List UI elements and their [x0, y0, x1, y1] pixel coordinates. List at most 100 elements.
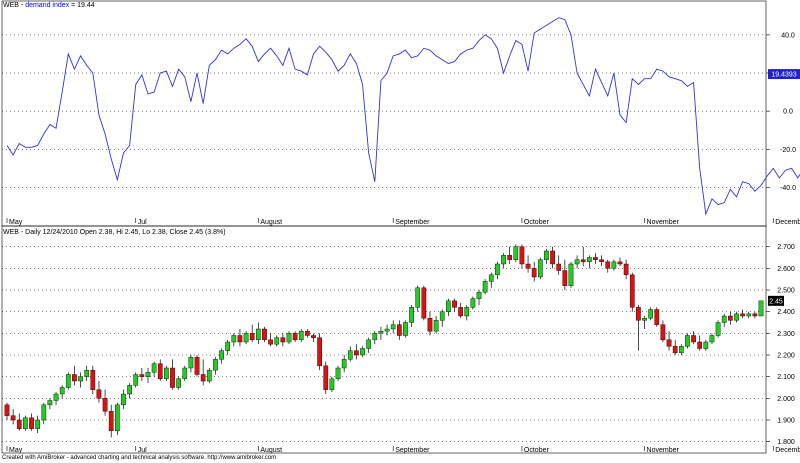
top-pane-ticker: WEB: [3, 2, 19, 9]
candle-body: [23, 417, 28, 429]
candle-body: [439, 311, 445, 321]
candle-body: [740, 313, 745, 317]
candle-body: [617, 261, 623, 265]
candle-body: [286, 333, 292, 343]
price-month-label: September: [395, 447, 430, 454]
candle-body: [10, 415, 16, 421]
indicator-value: = 19.44: [71, 2, 95, 9]
top-pane-title: WEB - demand index = 19.44: [3, 2, 95, 9]
candle-body: [507, 255, 513, 260]
candle-body: [648, 309, 654, 319]
candle-body: [458, 307, 463, 317]
candle-body: [182, 367, 188, 380]
price-y-tick-label: 1.800: [777, 439, 795, 446]
candle-body: [672, 346, 678, 354]
candle-body: [255, 328, 261, 341]
candle-body: [29, 417, 34, 429]
indicator-last-value-badge: [768, 69, 800, 80]
candle-body: [495, 263, 500, 276]
candle-body: [427, 317, 433, 332]
candle-body: [599, 259, 604, 263]
candle-body: [145, 372, 151, 377]
indicator-y-tick-label: 0.0: [783, 109, 793, 116]
price-month-label: Jul: [138, 447, 147, 454]
candle-body: [366, 339, 372, 349]
price-y-tick-label: 2.300: [777, 331, 795, 338]
candle-body: [206, 369, 212, 382]
indicator-y-tick-label: -40.0: [780, 185, 796, 192]
candle-body: [219, 350, 224, 360]
candle-body: [452, 300, 457, 308]
candle-body: [213, 359, 218, 371]
candle-body: [102, 398, 108, 412]
candle-body: [446, 300, 451, 312]
candle-body: [476, 291, 482, 299]
candle-body: [746, 313, 752, 317]
candle-body: [697, 341, 703, 349]
candle-body: [636, 307, 641, 321]
candle-body: [268, 339, 273, 345]
candle-body: [108, 411, 114, 432]
candle-body: [200, 374, 206, 382]
candle-body: [654, 309, 660, 325]
candle-body: [403, 322, 408, 336]
price-y-tick-label: 2.100: [777, 374, 795, 381]
candle-body: [525, 263, 531, 269]
candle-body: [194, 356, 200, 375]
candle-body: [274, 337, 280, 345]
candle-body: [513, 246, 519, 260]
candle-body: [482, 281, 488, 293]
price-month-label: December: [775, 447, 800, 454]
candle-body: [298, 330, 304, 341]
indicator-y-tick-label: 40.0: [781, 32, 795, 39]
candle-body: [372, 333, 378, 341]
candle-body: [139, 374, 145, 377]
price-month-label: November: [647, 447, 680, 454]
indicator-month-label: December: [775, 219, 800, 226]
candle-body: [580, 259, 586, 263]
demand-index-line: [6, 17, 800, 216]
candle-body: [470, 298, 476, 308]
price-last-value-badge: [768, 295, 784, 306]
candle-body: [728, 315, 733, 321]
candle-body: [72, 374, 77, 382]
candle-body: [59, 387, 65, 395]
candle-body: [605, 261, 611, 269]
candle-body: [678, 346, 684, 354]
candle-body: [709, 335, 715, 343]
candle-body: [396, 324, 402, 336]
candle-body: [623, 263, 629, 276]
candle-body: [164, 367, 169, 380]
candle-body: [329, 378, 335, 390]
candle-body: [703, 341, 709, 349]
candle-body: [16, 419, 22, 429]
indicator-month-label: Jul: [138, 219, 147, 226]
candle-body: [550, 250, 555, 265]
price-y-tick-label: 2.000: [777, 396, 795, 403]
price-pane-title: WEB - Daily 12/24/2010 Open 2.38, Hi 2.4…: [3, 229, 226, 236]
candle-body: [90, 369, 96, 390]
candle-body: [629, 274, 635, 308]
candle-body: [78, 376, 83, 382]
candle-body: [519, 246, 525, 265]
candle-body: [593, 257, 598, 260]
price-last-value-text: 2.45: [769, 298, 783, 305]
candle-body: [544, 250, 549, 260]
candle-body: [360, 348, 365, 356]
candle-body: [176, 378, 181, 388]
candle-body: [501, 255, 506, 265]
candle-body: [488, 274, 494, 282]
candle-body: [721, 315, 727, 323]
indicator-month-label: September: [395, 219, 430, 226]
price-y-tick-label: 2.700: [777, 244, 795, 251]
indicator-month-label: August: [260, 219, 282, 226]
candle-body: [433, 320, 439, 332]
candle-body: [537, 259, 543, 278]
candle-body: [390, 324, 396, 330]
candle-body: [231, 335, 237, 343]
candle-body: [188, 356, 194, 369]
price-y-tick-label: 1.900: [777, 418, 795, 425]
candle-body: [4, 404, 10, 416]
indicator-month-label: May: [9, 219, 23, 226]
